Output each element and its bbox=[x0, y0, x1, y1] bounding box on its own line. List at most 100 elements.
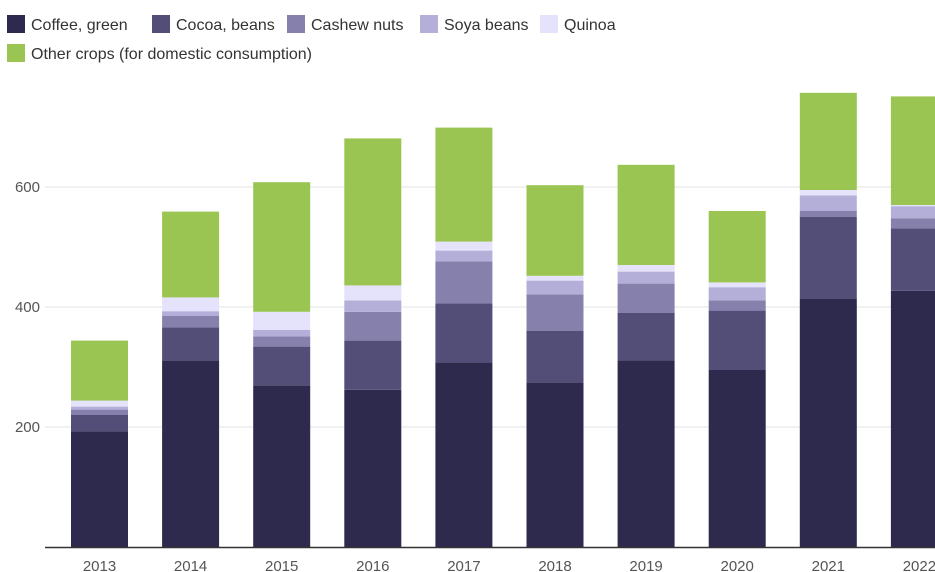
bar-segment-cashew-nuts bbox=[253, 336, 311, 347]
bar-segment-other-crops-for-domestic-consumption bbox=[890, 96, 935, 205]
bar-segment-cashew-nuts bbox=[71, 409, 128, 415]
bar-segment-soya-beans bbox=[253, 329, 311, 337]
legend-item-other-crops-for-domestic-consumption: Other crops (for domestic consumption) bbox=[7, 44, 312, 63]
bar-segment-quinoa bbox=[617, 265, 675, 272]
bar-segment-other-crops-for-domestic-consumption bbox=[435, 127, 493, 242]
y-tick-label: 400 bbox=[15, 299, 40, 316]
legend-label: Cashew nuts bbox=[311, 17, 404, 34]
bar-segment-quinoa bbox=[162, 297, 220, 312]
bar-stack-2020 bbox=[708, 211, 766, 547]
legend-label: Other crops (for domestic consumption) bbox=[31, 46, 312, 63]
legend-item-cashew-nuts: Cashew nuts bbox=[287, 15, 404, 34]
legend-label: Quinoa bbox=[564, 17, 616, 34]
x-tick-label: 2015 bbox=[265, 558, 298, 572]
legend-swatch bbox=[152, 15, 170, 33]
bar-segment-coffee-green bbox=[799, 298, 857, 547]
bar-stack-2014 bbox=[162, 211, 220, 547]
bar-stack-2015 bbox=[253, 182, 311, 547]
bar-stack-2019 bbox=[617, 164, 675, 547]
legend: Coffee, green Cocoa, beans Cashew nuts Soya… bbox=[7, 15, 616, 63]
bar-segment-soya-beans bbox=[890, 206, 935, 219]
bar-segment-coffee-green bbox=[344, 389, 402, 547]
x-tick-label: 2021 bbox=[812, 558, 845, 572]
bar-segment-other-crops-for-domestic-consumption bbox=[162, 211, 220, 298]
bar-segment-other-crops-for-domestic-consumption bbox=[799, 92, 857, 190]
legend-swatch bbox=[7, 15, 25, 33]
bar-segment-cashew-nuts bbox=[890, 218, 935, 229]
x-tick-label: 2013 bbox=[83, 558, 116, 572]
legend-item-coffee-green: Coffee, green bbox=[7, 15, 128, 34]
bar-segment-coffee-green bbox=[526, 382, 584, 547]
x-tick-label: 2017 bbox=[447, 558, 480, 572]
y-tick-label: 600 bbox=[15, 179, 40, 196]
y-tick-label: 200 bbox=[15, 419, 40, 436]
bar-segment-quinoa bbox=[344, 285, 402, 301]
bar-segment-quinoa bbox=[435, 241, 493, 251]
bar-segment-coffee-green bbox=[890, 290, 935, 547]
bars bbox=[71, 92, 935, 547]
bar-stack-2016 bbox=[344, 138, 402, 547]
bar-segment-other-crops-for-domestic-consumption bbox=[526, 185, 584, 276]
bar-segment-coffee-green bbox=[708, 370, 766, 547]
bar-segment-soya-beans bbox=[617, 271, 675, 284]
legend-item-soya-beans: Soya beans bbox=[420, 15, 529, 34]
bar-segment-quinoa bbox=[890, 205, 935, 207]
bar-segment-cocoa-beans bbox=[344, 340, 402, 390]
bar-segment-cocoa-beans bbox=[799, 217, 857, 299]
x-tick-label: 2020 bbox=[721, 558, 754, 572]
bar-segment-soya-beans bbox=[71, 406, 128, 410]
bar-segment-coffee-green bbox=[71, 431, 128, 547]
bar-segment-cashew-nuts bbox=[799, 211, 857, 217]
bar-segment-cocoa-beans bbox=[617, 313, 675, 361]
bar-segment-soya-beans bbox=[162, 311, 220, 316]
bar-segment-cocoa-beans bbox=[162, 327, 220, 361]
bar-segment-cocoa-beans bbox=[890, 228, 935, 291]
bar-segment-quinoa bbox=[708, 282, 766, 288]
bar-segment-soya-beans bbox=[526, 280, 584, 295]
bar-segment-cocoa-beans bbox=[253, 346, 311, 386]
legend-label: Soya beans bbox=[444, 17, 529, 34]
bar-segment-cashew-nuts bbox=[435, 261, 493, 304]
legend-swatch bbox=[287, 15, 305, 33]
x-tick-label: 2014 bbox=[174, 558, 207, 572]
bar-segment-cashew-nuts bbox=[162, 316, 220, 328]
bar-segment-other-crops-for-domestic-consumption bbox=[617, 164, 675, 265]
x-axis-ticks: 2013 2014 2015 2016 2017 2018 2019 2020 2021 2022 bbox=[83, 558, 935, 572]
bar-segment-quinoa bbox=[799, 190, 857, 196]
bar-segment-cocoa-beans bbox=[435, 303, 493, 363]
x-tick-label: 2016 bbox=[356, 558, 389, 572]
bar-segment-cashew-nuts bbox=[344, 311, 402, 341]
legend-swatch bbox=[420, 15, 438, 33]
bar-segment-other-crops-for-domestic-consumption bbox=[71, 340, 128, 401]
bar-segment-other-crops-for-domestic-consumption bbox=[344, 138, 402, 286]
legend-item-cocoa-beans: Cocoa, beans bbox=[152, 15, 275, 34]
legend-item-quinoa: Quinoa bbox=[540, 15, 616, 34]
bar-segment-other-crops-for-domestic-consumption bbox=[708, 211, 766, 283]
bar-segment-quinoa bbox=[526, 275, 584, 281]
legend-label: Coffee, green bbox=[31, 17, 128, 34]
legend-label: Cocoa, beans bbox=[176, 17, 275, 34]
x-tick-label: 2018 bbox=[538, 558, 571, 572]
bar-segment-soya-beans bbox=[435, 250, 493, 262]
bar-segment-cocoa-beans bbox=[71, 415, 128, 432]
legend-swatch bbox=[7, 44, 25, 62]
bar-segment-cashew-nuts bbox=[526, 294, 584, 331]
bar-segment-cocoa-beans bbox=[708, 310, 766, 370]
y-axis-ticks: 200 400 600 bbox=[15, 179, 40, 436]
bar-segment-coffee-green bbox=[435, 362, 493, 547]
bar-segment-quinoa bbox=[253, 311, 311, 330]
bar-segment-coffee-green bbox=[253, 385, 311, 547]
bar-segment-soya-beans bbox=[708, 287, 766, 301]
x-tick-label: 2019 bbox=[629, 558, 662, 572]
bar-segment-coffee-green bbox=[162, 361, 220, 547]
bar-segment-cashew-nuts bbox=[617, 283, 675, 313]
bar-stack-2017 bbox=[435, 127, 493, 547]
bar-segment-soya-beans bbox=[344, 300, 402, 312]
x-tick-label: 2022 bbox=[903, 558, 935, 572]
bar-stack-2018 bbox=[526, 185, 584, 547]
bar-stack-2013 bbox=[71, 340, 128, 547]
legend-swatch bbox=[540, 15, 558, 33]
bar-segment-cashew-nuts bbox=[708, 300, 766, 311]
bar-segment-cocoa-beans bbox=[526, 331, 584, 383]
